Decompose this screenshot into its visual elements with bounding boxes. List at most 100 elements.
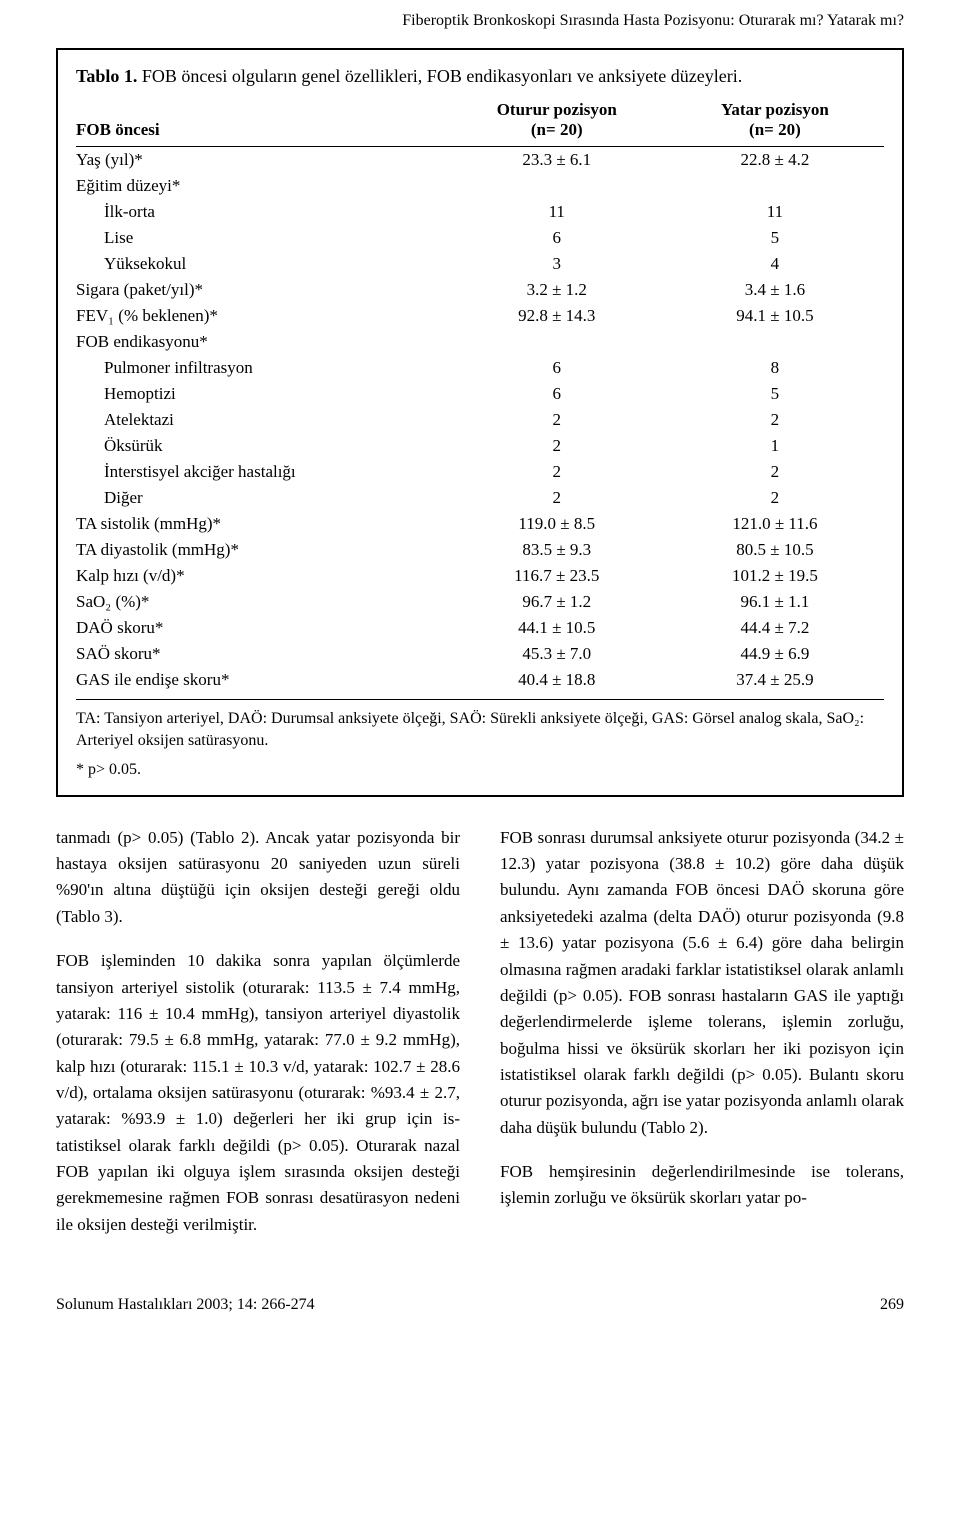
row-c1: 23.3 ± 6.1 bbox=[448, 147, 666, 174]
right-p1: FOB sonrası durumsal anksiyete oturur po… bbox=[500, 825, 904, 1141]
row-c2 bbox=[666, 173, 884, 199]
table-row: Pulmoner infiltrasyon68 bbox=[76, 355, 884, 381]
table-row: İlk-orta1111 bbox=[76, 199, 884, 225]
row-label: Kalp hızı (v/d)* bbox=[76, 563, 448, 589]
running-head: Fiberoptik Bronkoskopi Sırasında Hasta P… bbox=[56, 0, 904, 48]
table-1-caption: Tablo 1. FOB öncesi olguların genel özel… bbox=[76, 66, 884, 87]
table-1-h1-l1: Oturur pozisyon bbox=[497, 100, 617, 119]
row-c2 bbox=[666, 329, 884, 355]
row-c1: 6 bbox=[448, 225, 666, 251]
row-c2: 2 bbox=[666, 407, 884, 433]
table-1-caption-label: Tablo 1. bbox=[76, 66, 137, 86]
row-label: Eğitim düzeyi* bbox=[76, 173, 448, 199]
row-c2: 3.4 ± 1.6 bbox=[666, 277, 884, 303]
row-c2: 5 bbox=[666, 225, 884, 251]
table-1-footnote-2: * p> 0.05. bbox=[76, 759, 884, 781]
row-c2: 4 bbox=[666, 251, 884, 277]
table-row: TA diyastolik (mmHg)*83.5 ± 9.380.5 ± 10… bbox=[76, 537, 884, 563]
row-label: Sigara (paket/yıl)* bbox=[76, 277, 448, 303]
table-row: Yaş (yıl)*23.3 ± 6.122.8 ± 4.2 bbox=[76, 147, 884, 174]
footer-page-number: 269 bbox=[880, 1296, 904, 1314]
row-c1: 2 bbox=[448, 485, 666, 511]
footer-journal: Solunum Hastalıkları 2003; 14: 266-274 bbox=[56, 1296, 315, 1314]
row-label: TA diyastolik (mmHg)* bbox=[76, 537, 448, 563]
table-row: Hemoptizi65 bbox=[76, 381, 884, 407]
row-c1: 119.0 ± 8.5 bbox=[448, 511, 666, 537]
row-c1 bbox=[448, 329, 666, 355]
table-1-h2: Yatar pozisyon (n= 20) bbox=[666, 97, 884, 147]
row-c1: 83.5 ± 9.3 bbox=[448, 537, 666, 563]
row-c1: 3 bbox=[448, 251, 666, 277]
table-row: FOB endikasyonu* bbox=[76, 329, 884, 355]
table-1-h2-l2: (n= 20) bbox=[749, 120, 801, 139]
table-row: Kalp hızı (v/d)*116.7 ± 23.5101.2 ± 19.5 bbox=[76, 563, 884, 589]
table-row: Yüksekokul34 bbox=[76, 251, 884, 277]
row-c1: 45.3 ± 7.0 bbox=[448, 641, 666, 667]
row-c1: 2 bbox=[448, 407, 666, 433]
table-1-h2-l1: Yatar pozisyon bbox=[721, 100, 829, 119]
row-c2: 94.1 ± 10.5 bbox=[666, 303, 884, 329]
table-1-container: Tablo 1. FOB öncesi olguların genel özel… bbox=[56, 48, 904, 797]
left-p1: tanmadı (p> 0.05) (Tablo 2). Ancak yatar… bbox=[56, 825, 460, 930]
row-c2: 2 bbox=[666, 459, 884, 485]
row-c1: 44.1 ± 10.5 bbox=[448, 615, 666, 641]
row-label: SaO₂ (%)* bbox=[76, 589, 448, 615]
row-label: İnterstisyel akciğer hastalığı bbox=[76, 459, 448, 485]
row-c2: 2 bbox=[666, 485, 884, 511]
row-c2: 101.2 ± 19.5 bbox=[666, 563, 884, 589]
table-row: Lise65 bbox=[76, 225, 884, 251]
table-1-body: Yaş (yıl)*23.3 ± 6.122.8 ± 4.2Eğitim düz… bbox=[76, 147, 884, 694]
row-label: DAÖ skoru* bbox=[76, 615, 448, 641]
row-c2: 44.9 ± 6.9 bbox=[666, 641, 884, 667]
table-row: Öksürük21 bbox=[76, 433, 884, 459]
row-c2: 22.8 ± 4.2 bbox=[666, 147, 884, 174]
row-c1: 2 bbox=[448, 433, 666, 459]
table-1: FOB öncesi Oturur pozisyon (n= 20) Yatar… bbox=[76, 97, 884, 693]
row-label: Diğer bbox=[76, 485, 448, 511]
table-1-head: FOB öncesi Oturur pozisyon (n= 20) Yatar… bbox=[76, 97, 884, 147]
row-label: GAS ile endişe skoru* bbox=[76, 667, 448, 693]
table-row: İnterstisyel akciğer hastalığı22 bbox=[76, 459, 884, 485]
page-footer: Solunum Hastalıkları 2003; 14: 266-274 2… bbox=[56, 1256, 904, 1332]
body-columns: tanmadı (p> 0.05) (Tablo 2). Ancak yatar… bbox=[56, 825, 904, 1256]
row-label: FOB endikasyonu* bbox=[76, 329, 448, 355]
table-row: FEV₁ (% beklenen)*92.8 ± 14.394.1 ± 10.5 bbox=[76, 303, 884, 329]
table-1-bottom-rule bbox=[76, 699, 884, 700]
table-row: Atelektazi22 bbox=[76, 407, 884, 433]
row-label: FEV₁ (% beklenen)* bbox=[76, 303, 448, 329]
row-c2: 11 bbox=[666, 199, 884, 225]
row-label: SAÖ skoru* bbox=[76, 641, 448, 667]
row-c2: 80.5 ± 10.5 bbox=[666, 537, 884, 563]
row-c1: 40.4 ± 18.8 bbox=[448, 667, 666, 693]
row-c1: 6 bbox=[448, 381, 666, 407]
row-c2: 5 bbox=[666, 381, 884, 407]
table-row: GAS ile endişe skoru*40.4 ± 18.837.4 ± 2… bbox=[76, 667, 884, 693]
row-c2: 44.4 ± 7.2 bbox=[666, 615, 884, 641]
row-c2: 121.0 ± 11.6 bbox=[666, 511, 884, 537]
row-label: Yaş (yıl)* bbox=[76, 147, 448, 174]
table-1-footnote-1: TA: Tansiyon arteriyel, DAÖ: Durumsal an… bbox=[76, 708, 884, 751]
row-c2: 8 bbox=[666, 355, 884, 381]
row-c1: 96.7 ± 1.2 bbox=[448, 589, 666, 615]
right-column: FOB sonrası durumsal anksiyete oturur po… bbox=[500, 825, 904, 1256]
row-c1: 11 bbox=[448, 199, 666, 225]
table-1-h1: Oturur pozisyon (n= 20) bbox=[448, 97, 666, 147]
row-label: TA sistolik (mmHg)* bbox=[76, 511, 448, 537]
row-c2: 96.1 ± 1.1 bbox=[666, 589, 884, 615]
row-label: İlk-orta bbox=[76, 199, 448, 225]
table-row: DAÖ skoru*44.1 ± 10.544.4 ± 7.2 bbox=[76, 615, 884, 641]
table-row: SaO₂ (%)*96.7 ± 1.296.1 ± 1.1 bbox=[76, 589, 884, 615]
row-label: Öksürük bbox=[76, 433, 448, 459]
table-1-h1-l2: (n= 20) bbox=[531, 120, 583, 139]
row-label: Pulmoner infiltrasyon bbox=[76, 355, 448, 381]
table-1-h0: FOB öncesi bbox=[76, 97, 448, 147]
row-c1: 3.2 ± 1.2 bbox=[448, 277, 666, 303]
table-1-h0-text: FOB öncesi bbox=[76, 120, 160, 139]
row-label: Atelektazi bbox=[76, 407, 448, 433]
table-row: Sigara (paket/yıl)*3.2 ± 1.23.4 ± 1.6 bbox=[76, 277, 884, 303]
table-row: Eğitim düzeyi* bbox=[76, 173, 884, 199]
right-p2: FOB hemşiresinin değerlendirilmesinde is… bbox=[500, 1159, 904, 1212]
row-label: Lise bbox=[76, 225, 448, 251]
table-row: SAÖ skoru*45.3 ± 7.044.9 ± 6.9 bbox=[76, 641, 884, 667]
row-c1: 116.7 ± 23.5 bbox=[448, 563, 666, 589]
